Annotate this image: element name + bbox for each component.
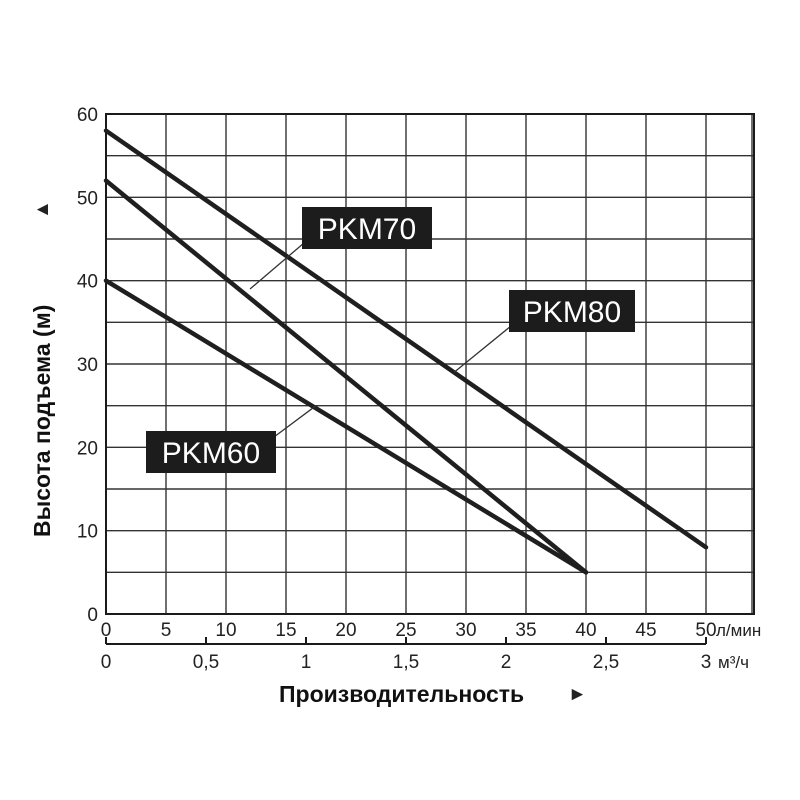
y-tick-label: 40 — [77, 272, 98, 293]
secondary-x-tick-label: 1 — [301, 652, 312, 673]
secondary-x-tick-label: 0,5 — [193, 652, 219, 673]
series-label-box-pkm60 — [146, 431, 276, 473]
x-tick-label: 35 — [515, 620, 536, 641]
y-tick-label: 20 — [77, 438, 98, 459]
series-label-box-pkm80 — [509, 290, 635, 332]
x-tick-label: 10 — [215, 620, 236, 641]
x-tick-label: 0 — [101, 620, 112, 641]
y-axis-title-group: Высота подъема (м) ▲ — [29, 200, 55, 537]
y-tick-label: 0 — [87, 605, 98, 626]
x-tick-labels: 0 5 10 15 20 25 30 35 40 45 50 — [101, 620, 717, 641]
x-tick-label: 30 — [455, 620, 476, 641]
series-label-pkm60: PKM60 — [162, 437, 260, 470]
x-axis-arrow: ► — [568, 684, 587, 705]
x-tick-label: 50 — [695, 620, 716, 641]
y-axis-arrow: ▲ — [32, 200, 53, 219]
leader-line-pkm70 — [249, 242, 305, 290]
series-labels: PKM70 PKM80 PKM60 — [146, 207, 635, 473]
x-tick-label: 40 — [575, 620, 596, 641]
x-tick-label: 15 — [275, 620, 296, 641]
y-tick-label: 30 — [77, 355, 98, 376]
series-line-pkm80 — [103, 128, 709, 550]
series-lines — [103, 128, 709, 575]
secondary-x-tick-label: 0 — [101, 652, 112, 673]
secondary-x-tick-label: 3 — [701, 652, 712, 673]
series-label-pkm70: PKM70 — [318, 213, 416, 246]
secondary-x-tick-labels: 0 0,5 1 1,5 2 2,5 3 — [101, 652, 712, 673]
x-tick-label: 20 — [335, 620, 356, 641]
x-tick-label: 5 — [161, 620, 172, 641]
x2-unit-label: м³/ч — [718, 653, 749, 672]
series-label-pkm80: PKM80 — [523, 296, 621, 329]
x-axis-title: Производительность — [279, 681, 524, 707]
x-tick-label: 45 — [635, 620, 656, 641]
x-axis-title-group: Производительность ► — [279, 681, 587, 707]
x-tick-label: 25 — [395, 620, 416, 641]
secondary-x-tick-label: 2 — [501, 652, 512, 673]
secondary-x-tick-label: 1,5 — [393, 652, 419, 673]
y-tick-label: 10 — [77, 522, 98, 543]
y-tick-label: 60 — [77, 105, 98, 126]
series-line-pkm60 — [103, 278, 589, 575]
x-unit-label: л/мин — [716, 621, 761, 640]
secondary-x-tick-label: 2,5 — [593, 652, 619, 673]
label-leader-lines — [249, 242, 512, 438]
y-tick-label: 50 — [77, 188, 98, 209]
leader-line-pkm60 — [273, 405, 317, 438]
y-axis-title: Высота подъема (м) — [29, 305, 55, 537]
y-tick-labels: 0 10 20 30 40 50 60 — [77, 105, 98, 626]
secondary-x-tick-marks — [105, 637, 707, 644]
leader-line-pkm80 — [453, 325, 512, 373]
series-line-pkm70 — [103, 178, 589, 575]
chart-grid — [106, 114, 754, 614]
series-label-box-pkm70 — [302, 207, 432, 249]
plot-frame — [105, 113, 755, 615]
